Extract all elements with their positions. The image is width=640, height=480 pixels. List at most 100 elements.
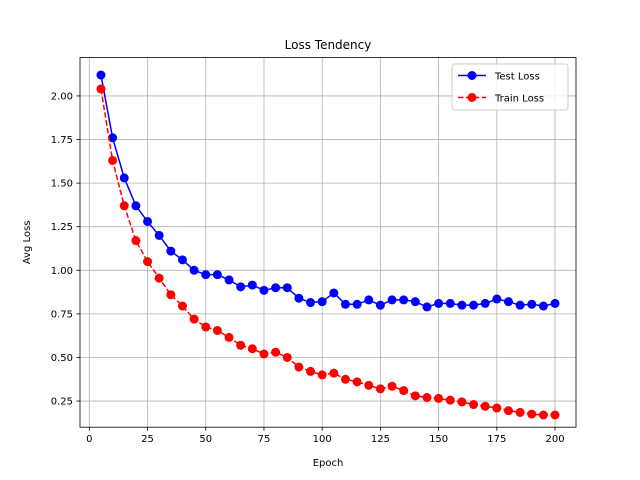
data-point-test-loss xyxy=(538,301,548,311)
data-point-train-loss xyxy=(387,381,397,391)
y-tick-label: 1.00 xyxy=(51,266,73,277)
grid xyxy=(80,57,576,428)
data-point-test-loss xyxy=(329,288,339,298)
y-tick-label: 1.25 xyxy=(51,222,73,233)
data-point-test-loss xyxy=(282,283,292,293)
data-point-test-loss xyxy=(119,173,129,183)
data-point-test-loss xyxy=(201,270,211,280)
data-point-train-loss xyxy=(108,155,118,165)
data-point-test-loss xyxy=(469,300,479,310)
data-point-train-loss xyxy=(96,84,106,94)
data-point-test-loss xyxy=(434,298,444,308)
y-axis-title: Avg Loss xyxy=(22,221,33,265)
x-tick-label: 175 xyxy=(487,434,506,445)
data-point-train-loss xyxy=(317,370,327,380)
data-point-train-loss xyxy=(177,301,187,311)
data-point-train-loss xyxy=(236,340,246,350)
x-tick-label: 75 xyxy=(258,434,271,445)
data-point-train-loss xyxy=(329,368,339,378)
y-tick-label: 2.00 xyxy=(51,91,73,102)
data-point-test-loss xyxy=(224,275,234,285)
data-point-train-loss xyxy=(410,391,420,401)
plot-area-frame xyxy=(79,57,577,428)
x-tick-label: 125 xyxy=(371,434,390,445)
data-point-test-loss xyxy=(503,297,513,307)
x-tick-label: 100 xyxy=(313,434,332,445)
legend-label-test-loss: Test Loss xyxy=(494,72,540,83)
data-point-train-loss xyxy=(201,322,211,332)
series-line-test-loss xyxy=(100,74,556,308)
data-point-test-loss xyxy=(271,283,281,293)
data-point-train-loss xyxy=(538,410,548,420)
data-point-train-loss xyxy=(154,273,164,283)
data-point-train-loss xyxy=(364,380,374,390)
x-tick-label: 25 xyxy=(141,434,154,445)
data-point-test-loss xyxy=(340,299,350,309)
y-tick-label: 0.50 xyxy=(51,353,73,364)
data-point-train-loss xyxy=(271,347,281,357)
chart-title: Loss Tendency xyxy=(285,38,372,52)
legend-marker-train-loss xyxy=(467,93,477,102)
data-point-test-loss xyxy=(410,297,420,307)
x-tick-label: 200 xyxy=(545,434,564,445)
data-point-train-loss xyxy=(492,403,502,413)
data-point-test-loss xyxy=(177,255,187,265)
data-point-train-loss xyxy=(119,201,129,211)
data-point-test-loss xyxy=(306,298,316,308)
data-point-train-loss xyxy=(224,332,234,342)
data-point-train-loss xyxy=(469,400,479,410)
legend-label-train-loss: Train Loss xyxy=(494,94,544,105)
data-point-train-loss xyxy=(306,366,316,376)
data-point-train-loss xyxy=(131,236,141,246)
series-train-loss xyxy=(96,84,560,420)
data-point-train-loss xyxy=(480,401,490,411)
x-tick-label: 150 xyxy=(429,434,448,445)
data-point-test-loss xyxy=(131,201,141,211)
series-layer xyxy=(96,70,560,420)
data-point-test-loss xyxy=(457,300,467,310)
data-point-test-loss xyxy=(154,230,164,240)
data-point-test-loss xyxy=(375,300,385,310)
data-point-train-loss xyxy=(212,325,222,335)
data-point-test-loss xyxy=(492,294,502,304)
data-point-test-loss xyxy=(259,285,269,295)
data-point-test-loss xyxy=(294,293,304,303)
data-point-train-loss xyxy=(515,407,525,417)
data-point-train-loss xyxy=(503,406,513,416)
data-point-train-loss xyxy=(352,377,362,387)
x-axis-title: Epoch xyxy=(313,458,344,469)
data-point-test-loss xyxy=(399,295,409,305)
data-point-train-loss xyxy=(294,362,304,372)
data-point-train-loss xyxy=(375,384,385,394)
data-point-test-loss xyxy=(422,302,432,312)
data-point-test-loss xyxy=(387,295,397,305)
data-point-test-loss xyxy=(212,270,222,280)
y-tick-label: 0.75 xyxy=(51,309,73,320)
data-point-test-loss xyxy=(352,299,362,309)
data-point-test-loss xyxy=(108,133,118,143)
data-point-train-loss xyxy=(189,314,199,324)
data-point-train-loss xyxy=(550,410,560,420)
legend-marker-test-loss xyxy=(467,71,477,80)
data-point-test-loss xyxy=(550,298,560,308)
data-point-test-loss xyxy=(189,265,199,275)
data-point-train-loss xyxy=(143,257,153,267)
data-point-train-loss xyxy=(445,395,455,405)
x-tick-label: 0 xyxy=(86,434,92,445)
data-point-train-loss xyxy=(422,393,432,403)
series-test-loss xyxy=(96,70,560,312)
data-point-train-loss xyxy=(399,386,409,396)
data-point-train-loss xyxy=(434,393,444,403)
data-point-test-loss xyxy=(236,282,246,292)
data-point-test-loss xyxy=(364,295,374,305)
data-point-test-loss xyxy=(317,297,327,307)
axis-ticks: 0 25 50 75 100 125 150 175 200 0.25 0.50 0.75 1.00 1.… xyxy=(51,91,565,445)
x-tick-label: 50 xyxy=(199,434,212,445)
data-point-train-loss xyxy=(527,409,537,419)
data-point-train-loss xyxy=(166,290,176,300)
data-point-test-loss xyxy=(143,216,153,226)
data-point-test-loss xyxy=(445,298,455,308)
y-tick-label: 1.75 xyxy=(51,135,73,146)
data-point-test-loss xyxy=(247,280,257,290)
